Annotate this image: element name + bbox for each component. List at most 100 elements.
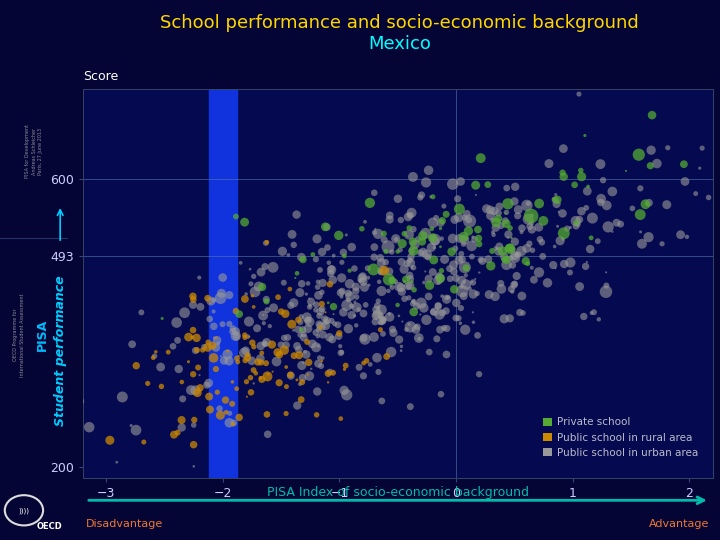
Point: [371, 305, 382, 314]
Point: [611, 218, 622, 227]
Text: Disadvantage: Disadvantage: [86, 519, 163, 529]
Point: [562, 224, 573, 233]
Point: [549, 195, 561, 204]
Point: [461, 210, 472, 218]
Point: [415, 248, 426, 257]
Point: [494, 202, 505, 211]
Point: [395, 215, 407, 224]
Point: [507, 261, 518, 269]
Point: [441, 295, 452, 303]
Point: [251, 324, 263, 333]
Point: [32, 348, 43, 356]
Point: [418, 248, 429, 256]
Point: [575, 166, 587, 175]
Point: [557, 209, 568, 218]
Point: [615, 220, 626, 228]
Point: [203, 392, 215, 401]
Point: [256, 358, 267, 367]
Point: [521, 244, 533, 253]
Text: OECD: OECD: [37, 522, 62, 531]
Point: [335, 348, 346, 357]
Point: [204, 315, 215, 323]
Point: [407, 299, 418, 308]
Point: [511, 272, 523, 280]
Point: [369, 253, 380, 261]
Point: [498, 252, 510, 261]
Point: [455, 304, 467, 313]
Point: [373, 319, 384, 328]
Point: [362, 264, 374, 273]
Point: [358, 277, 369, 286]
Point: [74, 397, 86, 406]
Point: [508, 197, 520, 206]
Point: [349, 298, 361, 306]
Point: [377, 316, 389, 325]
Point: [405, 259, 417, 267]
Point: [328, 310, 339, 319]
Point: [315, 362, 327, 370]
Point: [636, 239, 648, 248]
Point: [403, 224, 415, 232]
Point: [130, 426, 142, 435]
Point: [364, 199, 376, 207]
Point: [246, 356, 258, 365]
Point: [500, 217, 511, 225]
Point: [428, 255, 439, 264]
Point: [516, 228, 527, 237]
Point: [328, 368, 339, 377]
Point: [493, 247, 505, 256]
Point: [188, 440, 199, 449]
Point: [294, 318, 306, 327]
Point: [436, 217, 448, 225]
Point: [172, 428, 184, 437]
Point: [410, 325, 422, 334]
Point: [351, 293, 362, 301]
Point: [379, 235, 390, 244]
Point: [372, 230, 384, 238]
Point: [262, 306, 274, 314]
Point: [549, 264, 561, 273]
Point: [504, 314, 516, 323]
Point: [226, 400, 238, 408]
Point: [485, 211, 496, 220]
Point: [500, 260, 512, 269]
Point: [232, 357, 243, 366]
Point: [595, 194, 607, 203]
Point: [335, 414, 346, 423]
Text: Score: Score: [83, 70, 118, 83]
Point: [456, 276, 467, 285]
Point: [527, 246, 539, 254]
Point: [185, 386, 197, 394]
Point: [405, 281, 416, 290]
Point: [297, 255, 309, 264]
Point: [319, 314, 330, 323]
Point: [261, 238, 273, 247]
Point: [369, 243, 380, 252]
Point: [490, 244, 502, 253]
Text: PISA for Development
Andreas Schleicher
Paris, 27 June 2013: PISA for Development Andreas Schleicher …: [25, 124, 43, 178]
Point: [325, 265, 337, 273]
Point: [694, 164, 706, 172]
Point: [418, 278, 430, 287]
Point: [463, 215, 474, 224]
Point: [405, 275, 416, 284]
Point: [381, 352, 392, 361]
Point: [506, 234, 518, 242]
Point: [208, 322, 220, 330]
Point: [312, 359, 324, 368]
Point: [240, 377, 252, 386]
Point: [296, 326, 307, 334]
Point: [239, 330, 251, 339]
Point: [408, 297, 419, 306]
Point: [585, 245, 596, 253]
Point: [488, 231, 500, 239]
Text: PISA Index of socio-economic background: PISA Index of socio-economic background: [267, 486, 528, 499]
Point: [130, 361, 142, 370]
Point: [293, 351, 305, 360]
Point: [296, 253, 307, 261]
Point: [344, 280, 356, 288]
Point: [302, 370, 313, 379]
Point: [454, 319, 466, 328]
Point: [495, 221, 507, 230]
Point: [351, 321, 362, 330]
